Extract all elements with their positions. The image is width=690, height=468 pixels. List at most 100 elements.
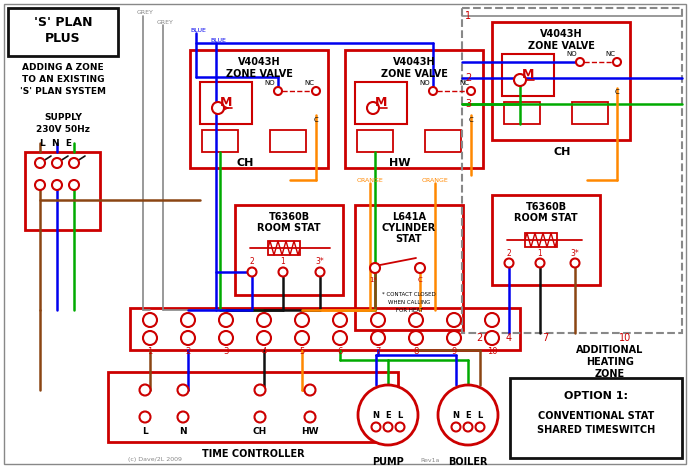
Text: GREY: GREY bbox=[137, 10, 153, 15]
Text: V4043H: V4043H bbox=[540, 29, 582, 39]
Text: BLUE: BLUE bbox=[190, 28, 206, 32]
Circle shape bbox=[358, 385, 418, 445]
Circle shape bbox=[274, 87, 282, 95]
Text: WHEN CALLING: WHEN CALLING bbox=[388, 300, 430, 306]
Text: L: L bbox=[397, 410, 403, 419]
Text: 9: 9 bbox=[451, 348, 457, 357]
Circle shape bbox=[395, 423, 404, 431]
Bar bbox=[202, 130, 238, 152]
Circle shape bbox=[257, 313, 271, 327]
Circle shape bbox=[467, 87, 475, 95]
Text: NC: NC bbox=[605, 51, 615, 57]
Text: ZONE: ZONE bbox=[595, 369, 625, 379]
Bar bbox=[355, 82, 407, 124]
Text: 1: 1 bbox=[148, 348, 152, 357]
Circle shape bbox=[514, 74, 526, 86]
Text: N: N bbox=[453, 410, 460, 419]
Bar bbox=[108, 372, 398, 442]
Circle shape bbox=[219, 331, 233, 345]
Circle shape bbox=[312, 87, 320, 95]
Circle shape bbox=[438, 385, 498, 445]
Circle shape bbox=[255, 385, 266, 395]
Circle shape bbox=[447, 313, 461, 327]
Text: 5: 5 bbox=[299, 348, 304, 357]
Circle shape bbox=[447, 331, 461, 345]
Text: 3: 3 bbox=[224, 348, 228, 357]
Circle shape bbox=[429, 87, 437, 95]
Bar bbox=[572, 102, 608, 124]
Text: L: L bbox=[477, 410, 482, 419]
Bar bbox=[510, 378, 682, 458]
Circle shape bbox=[504, 258, 513, 268]
Text: FOR HEAT: FOR HEAT bbox=[395, 308, 422, 314]
Text: CH: CH bbox=[553, 147, 571, 157]
Circle shape bbox=[333, 331, 347, 345]
Text: ZONE VALVE: ZONE VALVE bbox=[381, 69, 447, 79]
Bar bbox=[270, 130, 306, 152]
Circle shape bbox=[371, 331, 385, 345]
Circle shape bbox=[613, 58, 621, 66]
Text: 1: 1 bbox=[281, 257, 286, 266]
Text: L  N  E: L N E bbox=[40, 139, 72, 147]
Text: ZONE VALVE: ZONE VALVE bbox=[528, 41, 595, 51]
Circle shape bbox=[219, 313, 233, 327]
Bar bbox=[235, 205, 343, 295]
Text: TO AN EXISTING: TO AN EXISTING bbox=[22, 75, 104, 85]
Text: CH: CH bbox=[236, 158, 254, 168]
Text: L641A: L641A bbox=[392, 212, 426, 222]
Bar bbox=[25, 152, 100, 230]
Text: SHARED TIMESWITCH: SHARED TIMESWITCH bbox=[537, 425, 655, 435]
Bar bbox=[130, 308, 520, 350]
Text: 3*: 3* bbox=[315, 257, 324, 266]
Circle shape bbox=[485, 331, 499, 345]
Text: CONVENTIONAL STAT: CONVENTIONAL STAT bbox=[538, 411, 654, 421]
Text: 230V 50Hz: 230V 50Hz bbox=[36, 124, 90, 133]
Text: 1: 1 bbox=[465, 11, 471, 21]
Circle shape bbox=[69, 180, 79, 190]
Text: 3: 3 bbox=[465, 99, 471, 109]
Bar bbox=[525, 233, 557, 247]
Text: 4: 4 bbox=[262, 348, 266, 357]
Bar bbox=[462, 8, 682, 333]
Circle shape bbox=[52, 158, 62, 168]
Text: 10: 10 bbox=[486, 348, 497, 357]
Bar bbox=[504, 102, 540, 124]
Circle shape bbox=[212, 102, 224, 114]
Circle shape bbox=[177, 411, 188, 423]
Text: E: E bbox=[465, 410, 471, 419]
Circle shape bbox=[576, 58, 584, 66]
Text: 3*: 3* bbox=[571, 249, 580, 257]
Circle shape bbox=[181, 313, 195, 327]
Text: PLUS: PLUS bbox=[45, 31, 81, 44]
Text: 2: 2 bbox=[250, 257, 255, 266]
Text: Rev1a: Rev1a bbox=[420, 458, 440, 462]
Text: 2: 2 bbox=[476, 333, 482, 343]
Text: NC: NC bbox=[459, 80, 469, 86]
Text: HW: HW bbox=[302, 427, 319, 437]
Text: 6: 6 bbox=[337, 348, 343, 357]
Circle shape bbox=[279, 268, 288, 277]
Text: N: N bbox=[373, 410, 380, 419]
Bar bbox=[492, 195, 600, 285]
Text: CH: CH bbox=[253, 427, 267, 437]
Bar bbox=[502, 54, 554, 96]
Circle shape bbox=[181, 331, 195, 345]
Circle shape bbox=[177, 385, 188, 395]
Bar bbox=[268, 241, 300, 255]
Text: V4043H: V4043H bbox=[237, 57, 280, 67]
Bar bbox=[355, 205, 463, 330]
Bar bbox=[492, 22, 630, 140]
Text: (c) Dave/2L 2009: (c) Dave/2L 2009 bbox=[128, 458, 182, 462]
Text: OPTION 1:: OPTION 1: bbox=[564, 391, 628, 401]
Circle shape bbox=[409, 331, 423, 345]
Text: HEATING: HEATING bbox=[586, 357, 634, 367]
Circle shape bbox=[451, 423, 460, 431]
Text: ORANGE: ORANGE bbox=[422, 177, 448, 183]
Circle shape bbox=[295, 331, 309, 345]
Text: M: M bbox=[220, 96, 233, 110]
Text: V4043H: V4043H bbox=[393, 57, 435, 67]
Text: BOILER: BOILER bbox=[448, 457, 488, 467]
Text: NO: NO bbox=[265, 80, 275, 86]
Circle shape bbox=[304, 385, 315, 395]
Circle shape bbox=[371, 313, 385, 327]
